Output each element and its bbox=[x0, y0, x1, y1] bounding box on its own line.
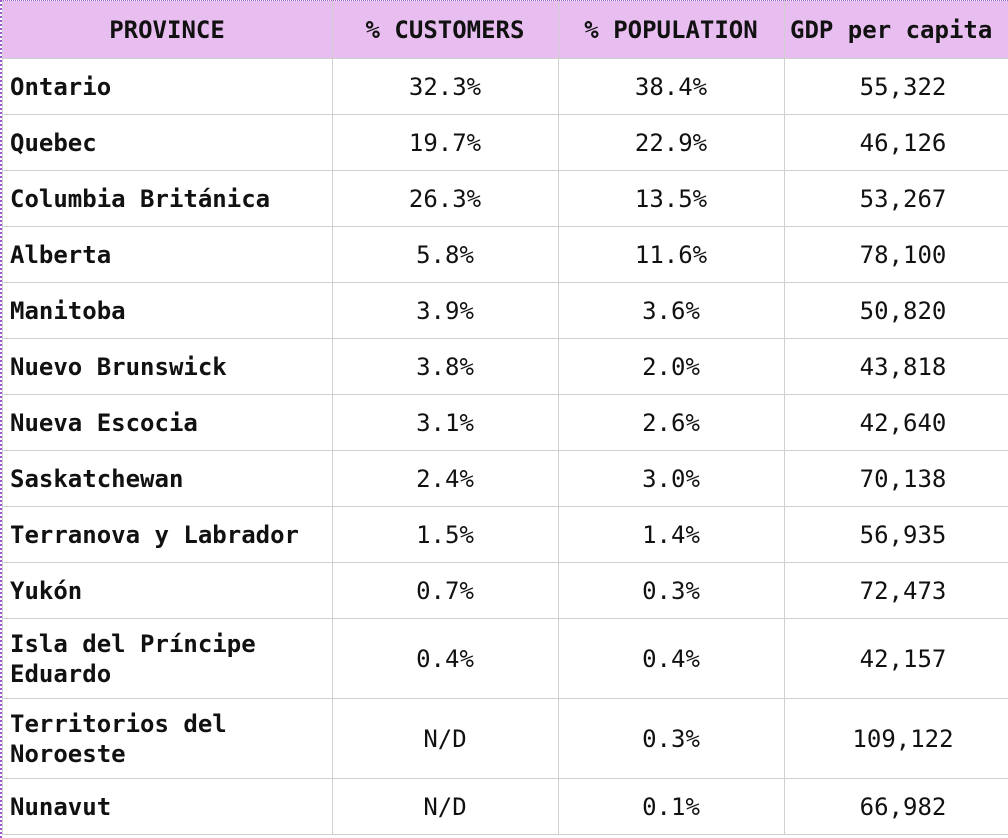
table-row: Nuevo Brunswick 3.8% 2.0% 43,818 bbox=[2, 338, 1008, 395]
population-cell[interactable]: 3.6% bbox=[558, 282, 785, 339]
table-row: Nunavut N/D 0.1% 66,982 bbox=[2, 778, 1008, 835]
province-cell[interactable]: Nunavut bbox=[2, 778, 333, 835]
population-cell[interactable]: 22.9% bbox=[558, 114, 785, 171]
population-cell[interactable]: 2.6% bbox=[558, 394, 785, 451]
province-cell[interactable]: Alberta bbox=[2, 226, 333, 283]
province-cell[interactable]: Terranova y Labrador bbox=[2, 506, 333, 563]
table-row: Terranova y Labrador 1.5% 1.4% 56,935 bbox=[2, 506, 1008, 563]
customers-cell[interactable]: 32.3% bbox=[332, 58, 559, 115]
customers-cell[interactable]: 1.5% bbox=[332, 506, 559, 563]
table-row: Isla del Príncipe Eduardo 0.4% 0.4% 42,1… bbox=[2, 618, 1008, 699]
province-cell[interactable]: Yukón bbox=[2, 562, 333, 619]
table-row: Alberta 5.8% 11.6% 78,100 bbox=[2, 226, 1008, 283]
customers-cell[interactable]: 3.8% bbox=[332, 338, 559, 395]
table-row: Saskatchewan 2.4% 3.0% 70,138 bbox=[2, 450, 1008, 507]
table-row: Manitoba 3.9% 3.6% 50,820 bbox=[2, 282, 1008, 339]
population-cell[interactable]: 0.3% bbox=[558, 562, 785, 619]
customers-cell[interactable]: 0.4% bbox=[332, 618, 559, 699]
table-row: Yukón 0.7% 0.3% 72,473 bbox=[2, 562, 1008, 619]
population-cell[interactable]: 0.4% bbox=[558, 618, 785, 699]
header-gdp[interactable]: GDP per capita bbox=[784, 0, 1008, 59]
gdp-cell[interactable]: 42,640 bbox=[784, 394, 1008, 451]
gdp-cell[interactable]: 53,267 bbox=[784, 170, 1008, 227]
gdp-cell[interactable]: 70,138 bbox=[784, 450, 1008, 507]
population-cell[interactable]: 38.4% bbox=[558, 58, 785, 115]
customers-cell[interactable]: 3.1% bbox=[332, 394, 559, 451]
header-province[interactable]: PROVINCE bbox=[2, 0, 333, 59]
province-cell[interactable]: Isla del Príncipe Eduardo bbox=[2, 618, 333, 699]
customers-cell[interactable]: N/D bbox=[332, 778, 559, 835]
header-row: PROVINCE % CUSTOMERS % POPULATION GDP pe… bbox=[2, 0, 1008, 59]
gdp-cell[interactable]: 66,982 bbox=[784, 778, 1008, 835]
province-cell[interactable]: Manitoba bbox=[2, 282, 333, 339]
customers-cell[interactable]: 3.9% bbox=[332, 282, 559, 339]
gdp-cell[interactable]: 46,126 bbox=[784, 114, 1008, 171]
customers-cell[interactable]: 5.8% bbox=[332, 226, 559, 283]
table-row: Nueva Escocia 3.1% 2.6% 42,640 bbox=[2, 394, 1008, 451]
gdp-cell[interactable]: 50,820 bbox=[784, 282, 1008, 339]
province-cell[interactable]: Nuevo Brunswick bbox=[2, 338, 333, 395]
table-row: Columbia Británica 26.3% 13.5% 53,267 bbox=[2, 170, 1008, 227]
customers-cell[interactable]: 2.4% bbox=[332, 450, 559, 507]
table-row: Territorios del Noroeste N/D 0.3% 109,12… bbox=[2, 698, 1008, 779]
population-cell[interactable]: 3.0% bbox=[558, 450, 785, 507]
customers-cell[interactable]: 0.7% bbox=[332, 562, 559, 619]
customers-cell[interactable]: 26.3% bbox=[332, 170, 559, 227]
population-cell[interactable]: 11.6% bbox=[558, 226, 785, 283]
province-cell[interactable]: Columbia Británica bbox=[2, 170, 333, 227]
population-cell[interactable]: 1.4% bbox=[558, 506, 785, 563]
customers-cell[interactable]: 19.7% bbox=[332, 114, 559, 171]
customers-cell[interactable]: N/D bbox=[332, 698, 559, 779]
gdp-cell[interactable]: 109,122 bbox=[784, 698, 1008, 779]
header-customers[interactable]: % CUSTOMERS bbox=[332, 0, 559, 59]
gdp-cell[interactable]: 43,818 bbox=[784, 338, 1008, 395]
population-cell[interactable]: 0.1% bbox=[558, 778, 785, 835]
population-cell[interactable]: 2.0% bbox=[558, 338, 785, 395]
province-cell[interactable]: Ontario bbox=[2, 58, 333, 115]
province-cell[interactable]: Quebec bbox=[2, 114, 333, 171]
province-cell[interactable]: Saskatchewan bbox=[2, 450, 333, 507]
gdp-cell[interactable]: 55,322 bbox=[784, 58, 1008, 115]
table-row: Ontario 32.3% 38.4% 55,322 bbox=[2, 58, 1008, 115]
population-cell[interactable]: 0.3% bbox=[558, 698, 785, 779]
table-row: Quebec 19.7% 22.9% 46,126 bbox=[2, 114, 1008, 171]
gdp-cell[interactable]: 42,157 bbox=[784, 618, 1008, 699]
gdp-cell[interactable]: 78,100 bbox=[784, 226, 1008, 283]
header-population[interactable]: % POPULATION bbox=[558, 0, 785, 59]
gdp-cell[interactable]: 56,935 bbox=[784, 506, 1008, 563]
gdp-cell[interactable]: 72,473 bbox=[784, 562, 1008, 619]
province-cell[interactable]: Territorios del Noroeste bbox=[2, 698, 333, 779]
province-cell[interactable]: Nueva Escocia bbox=[2, 394, 333, 451]
population-cell[interactable]: 13.5% bbox=[558, 170, 785, 227]
